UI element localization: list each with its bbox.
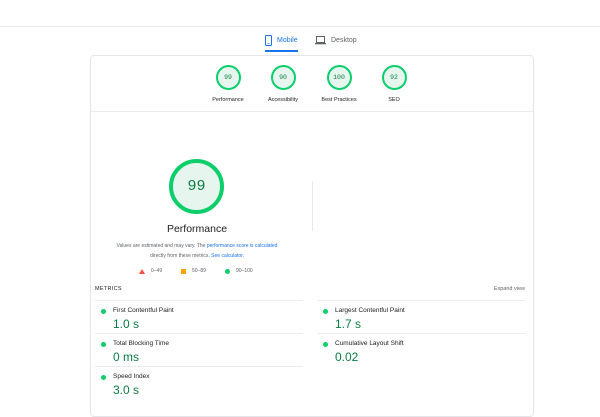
report-card: 99 Performance 90 Accessibility 100 Best… — [90, 55, 534, 417]
legend-average: 50–89 — [181, 268, 206, 274]
laptop-icon — [315, 35, 326, 45]
score-ring: 99 — [215, 65, 241, 90]
vertical-divider — [312, 181, 313, 231]
top-divider — [0, 26, 600, 27]
metric-name: Speed Index — [113, 373, 150, 380]
legend-fail: 0–49 — [139, 268, 162, 274]
metrics-header: METRICS Expand view — [95, 286, 525, 296]
performance-score-gauge: 99 — [169, 159, 224, 214]
pass-circle-icon — [323, 342, 328, 347]
estimate-note: Values are estimated and may vary. The p… — [105, 241, 289, 261]
metric-name: Cumulative Layout Shift — [335, 340, 404, 347]
metric-speed-index: Speed Index 3.0 s — [95, 366, 303, 400]
triangle-icon — [139, 268, 145, 274]
active-tab-indicator — [265, 50, 298, 52]
metric-name: First Contentful Paint — [113, 307, 174, 314]
gauge-best-practices[interactable]: 100 Best Practices — [309, 65, 369, 103]
metric-name: Total Blocking Time — [113, 340, 169, 347]
tab-mobile-label: Mobile — [277, 36, 298, 44]
score-ring: 92 — [381, 65, 407, 90]
score-calculation-link[interactable]: performance score is calculated — [206, 243, 278, 249]
pass-circle-icon — [101, 342, 106, 347]
metric-divider — [95, 300, 303, 301]
metric-name: Largest Contentful Paint — [335, 307, 405, 314]
category-gauges: 99 Performance 90 Accessibility 100 Best… — [91, 56, 533, 112]
metric-cumulative-layout-shift: Cumulative Layout Shift 0.02 — [317, 333, 525, 367]
score-legend: 0–49 50–89 90–100 — [139, 268, 269, 278]
metric-divider — [317, 300, 525, 301]
metric-value: 3.0 s — [113, 383, 140, 397]
pass-circle-icon — [323, 309, 328, 314]
expand-view-toggle[interactable]: Expand view — [493, 286, 525, 292]
note-text-2: directly from these metrics. — [150, 253, 210, 259]
pass-circle-icon — [101, 375, 106, 380]
circle-icon — [225, 268, 230, 274]
tab-desktop-label: Desktop — [331, 36, 357, 44]
legend-pass-range: 90–100 — [236, 268, 253, 274]
tab-desktop[interactable]: Desktop — [315, 30, 357, 50]
calculator-link[interactable]: See calculator. — [211, 253, 244, 259]
score-ring: 100 — [326, 65, 352, 90]
metric-total-blocking-time: Total Blocking Time 0 ms — [95, 333, 303, 367]
gauge-label: SEO — [388, 97, 400, 103]
square-icon — [181, 268, 186, 274]
gauge-performance[interactable]: 99 Performance — [198, 65, 258, 103]
phone-icon — [265, 34, 272, 46]
performance-title: Performance — [166, 223, 228, 235]
note-text: Values are estimated and may vary. The — [116, 243, 206, 249]
metric-largest-contentful-paint: Largest Contentful Paint 1.7 s — [317, 300, 525, 334]
metrics-title: METRICS — [95, 286, 122, 292]
gauge-seo[interactable]: 92 SEO — [364, 65, 424, 103]
metric-value: 1.0 s — [113, 317, 140, 331]
device-tabs: Mobile Desktop — [0, 30, 600, 52]
legend-average-range: 50–89 — [192, 268, 206, 274]
gauge-label: Best Practices — [321, 97, 357, 103]
metric-divider — [95, 333, 303, 334]
metric-value: 0.02 — [335, 350, 359, 364]
metric-divider — [95, 366, 303, 367]
score-ring: 90 — [270, 65, 296, 90]
gauge-label: Performance — [212, 97, 244, 103]
tab-mobile[interactable]: Mobile — [265, 30, 298, 52]
pass-circle-icon — [101, 309, 106, 314]
metric-value: 0 ms — [113, 350, 140, 364]
legend-fail-range: 0–49 — [151, 268, 163, 274]
metric-value: 1.7 s — [335, 317, 362, 331]
metric-first-contentful-paint: First Contentful Paint 1.0 s — [95, 300, 303, 334]
legend-pass: 90–100 — [225, 268, 253, 274]
gauge-label: Accessibility — [268, 97, 298, 103]
metric-divider — [317, 333, 525, 334]
gauge-accessibility[interactable]: 90 Accessibility — [253, 65, 313, 103]
